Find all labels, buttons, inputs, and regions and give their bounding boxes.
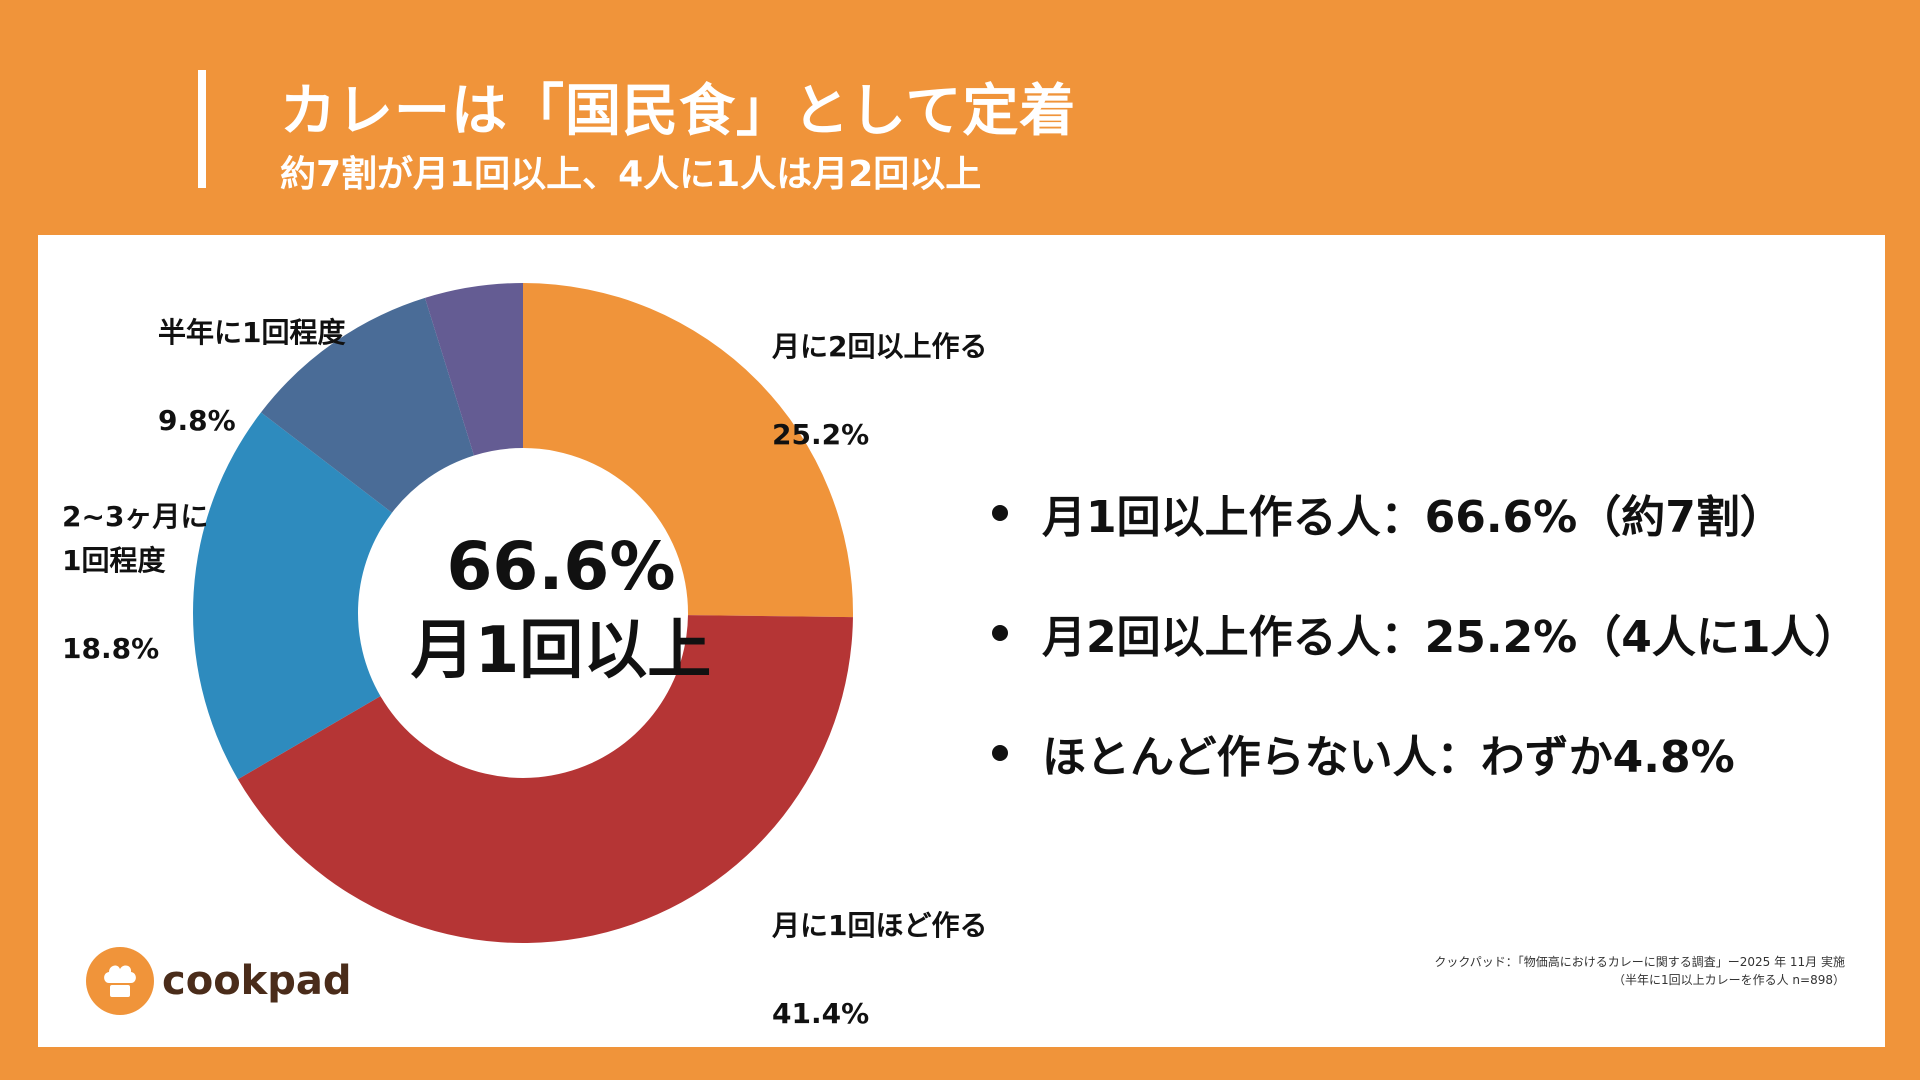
slice-label-text: 2~3ヶ月に 1回程度 xyxy=(62,500,209,577)
donut-slice-twice-monthly xyxy=(523,283,853,618)
slice-label-monthly: 月に1回ほど作る 41.4% xyxy=(772,860,987,1080)
bullet-dot-icon xyxy=(992,625,1008,641)
source-note: クックパッド：「物価高におけるカレーに関する調査」ー2025 年 11月 実施 … xyxy=(1434,953,1845,989)
logo-wordmark: cookpad xyxy=(162,958,352,1004)
logo-badge xyxy=(86,947,154,1015)
center-caption: 月1回以上 xyxy=(410,614,712,688)
chef-hat-icon xyxy=(104,965,136,997)
donut-slice-monthly xyxy=(237,615,853,943)
page-title: カレーは「国民食」として定着 xyxy=(280,79,1077,144)
content-panel: 66.6% 月1回以上 月に2回以上作る 25.2% 月に1回ほど作る 41.4… xyxy=(38,235,1885,1047)
key-finding-text: 月2回以上作る人：25.2%（4人に1人） xyxy=(1042,612,1859,663)
page-subtitle: 約7割が月1回以上、4人に1人は月2回以上 xyxy=(280,154,982,195)
slice-label-value: 18.8% xyxy=(62,632,160,665)
slice-label-text: 半年に1回程度 xyxy=(158,316,346,349)
slice-label-text: 月に2回以上作る xyxy=(772,330,988,363)
slice-label-value: 41.4% xyxy=(772,997,870,1030)
donut-chart xyxy=(193,283,853,943)
donut-center-label: 66.6% 月1回以上 xyxy=(368,525,754,693)
slice-label-text: 月に1回ほど作る xyxy=(772,909,988,942)
key-finding-item: 月2回以上作る人：25.2%（4人に1人） xyxy=(950,573,1859,693)
slice-label-value: 9.8% xyxy=(158,404,236,437)
center-value: 66.6% xyxy=(446,528,676,605)
bullet-dot-icon xyxy=(992,745,1008,761)
cookpad-logo: cookpad xyxy=(86,947,352,1015)
bullet-dot-icon xyxy=(992,505,1008,521)
donut-slice-bimonthly xyxy=(193,412,392,780)
key-finding-text: ほとんど作らない人：わずか4.8% xyxy=(1042,732,1735,783)
key-findings-list: 月1回以上作る人：66.6%（約7割） 月2回以上作る人：25.2%（4人に1人… xyxy=(950,453,1859,813)
source-line-2: （半年に1回以上カレーを作る人 n=898） xyxy=(1612,973,1845,987)
title-accent-bar xyxy=(198,70,206,188)
slice-label-twice-monthly: 月に2回以上作る 25.2% xyxy=(772,281,987,501)
slice-label-half-yearly: 半年に1回程度 9.8% xyxy=(158,267,345,487)
key-finding-item: ほとんど作らない人：わずか4.8% xyxy=(950,693,1859,813)
donut-slice-half-yearly xyxy=(260,297,474,513)
source-line-1: クックパッド：「物価高におけるカレーに関する調査」ー2025 年 11月 実施 xyxy=(1434,955,1845,969)
key-finding-item: 月1回以上作る人：66.6%（約7割） xyxy=(950,453,1859,573)
key-finding-text: 月1回以上作る人：66.6%（約7割） xyxy=(1042,492,1784,543)
donut-slice-rarely xyxy=(424,283,523,456)
slice-label-value: 25.2% xyxy=(772,418,870,451)
slice-label-bimonthly: 2~3ヶ月に 1回程度 18.8% xyxy=(62,451,208,715)
